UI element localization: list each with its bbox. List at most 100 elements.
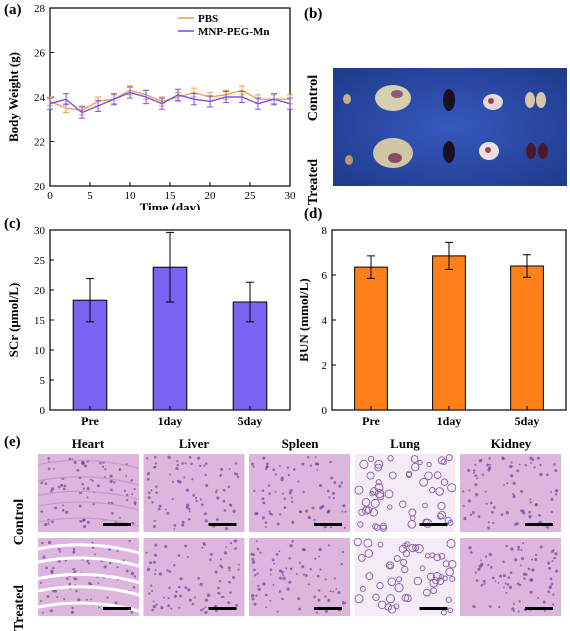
nucleus: [555, 569, 559, 573]
nucleus: [502, 574, 506, 578]
alveolus: [357, 554, 366, 562]
nucleus: [506, 482, 509, 485]
nucleus: [195, 496, 198, 500]
nucleus: [81, 460, 85, 465]
alveolus: [370, 498, 380, 508]
nucleus: [301, 548, 305, 552]
nucleus: [99, 461, 102, 465]
nucleus: [153, 519, 156, 523]
nucleus: [251, 462, 254, 466]
nucleus: [203, 464, 206, 467]
nucleus: [484, 555, 488, 558]
nucleus: [475, 579, 479, 582]
nucleus: [295, 572, 298, 575]
y-tick-label: 20: [34, 181, 46, 193]
nucleus: [109, 474, 113, 478]
nucleus: [330, 526, 333, 529]
y-tick-label: 4: [322, 315, 328, 327]
organ-photo-drawing: [333, 68, 567, 186]
nucleus: [463, 516, 467, 521]
nucleus: [199, 464, 202, 468]
alveolus: [442, 560, 450, 568]
alveolus: [362, 506, 371, 515]
alveolus: [445, 454, 453, 462]
nucleus: [176, 459, 179, 463]
nucleus: [507, 576, 511, 579]
nucleus: [508, 585, 513, 590]
nucleus: [126, 498, 129, 502]
nucleus: [553, 463, 556, 466]
nucleus: [130, 479, 133, 482]
nucleus: [518, 583, 522, 587]
control-spleen: [443, 89, 455, 111]
alveolus: [410, 455, 419, 463]
nucleus: [291, 540, 294, 543]
nucleus: [517, 610, 520, 613]
nucleus: [331, 590, 335, 593]
alveolus: [372, 523, 379, 530]
scr-bar-chart: 0 5 10 15 20 25 30 SCr (μmol/L) Pre 1day 5day: [6, 225, 291, 428]
alveolus: [432, 577, 440, 585]
nucleus: [543, 609, 546, 612]
nucleus: [474, 571, 477, 574]
nucleus: [487, 564, 490, 567]
nucleus: [276, 522, 280, 526]
scale-bar: [314, 607, 342, 610]
nucleus: [40, 600, 43, 603]
treated-liver: [373, 138, 413, 168]
nucleus: [304, 574, 308, 577]
nucleus: [214, 491, 218, 494]
nucleus: [289, 567, 292, 570]
nucleus: [152, 525, 156, 529]
histology-col-liver: Liver: [178, 436, 210, 451]
nucleus: [168, 570, 172, 573]
nucleus: [274, 473, 277, 476]
panel-label-e: (e): [4, 434, 21, 450]
nucleus: [204, 610, 208, 614]
nucleus: [262, 456, 266, 460]
nucleus: [269, 599, 272, 602]
nucleus: [234, 462, 238, 465]
nucleus: [47, 457, 51, 460]
nucleus: [537, 596, 539, 599]
nucleus: [253, 602, 257, 606]
nucleus: [96, 484, 100, 488]
nucleus: [232, 575, 236, 579]
nucleus: [204, 519, 208, 523]
nucleus: [473, 469, 476, 472]
nucleus: [324, 578, 327, 581]
nucleus: [475, 492, 479, 497]
nucleus: [313, 518, 316, 522]
nucleus: [539, 472, 543, 477]
alveolus: [376, 581, 384, 590]
nucleus: [133, 501, 137, 505]
legend-label: PBS: [198, 13, 218, 25]
nucleus: [46, 594, 50, 598]
histology-col-heart: Heart: [71, 436, 105, 451]
nucleus: [149, 561, 153, 565]
nucleus: [554, 489, 559, 493]
nucleus: [152, 605, 157, 609]
nucleus: [531, 558, 534, 561]
nucleus: [228, 503, 232, 507]
y-tick-label: 24: [34, 92, 46, 104]
histology-tile-control-liver: [143, 454, 245, 532]
x-tick-label: Pre: [362, 414, 380, 428]
nucleus: [81, 558, 84, 561]
nucleus: [197, 456, 201, 460]
series-line-pbs: [49, 89, 290, 112]
nucleus: [160, 605, 164, 610]
scale-bar: [419, 523, 448, 526]
nucleus: [181, 462, 184, 465]
nucleus: [267, 484, 271, 487]
alveolus: [388, 471, 397, 480]
nucleus: [185, 488, 190, 492]
nucleus: [468, 489, 471, 492]
alveolus: [445, 567, 454, 577]
bun-bar-chart: 0 2 4 6 8 BUN (mmol/L) Pre 1day 5day: [300, 225, 567, 428]
nucleus: [551, 550, 555, 553]
nucleus: [187, 517, 191, 521]
alveolus: [364, 549, 374, 558]
nucleus: [554, 493, 558, 496]
alveolus: [448, 559, 457, 569]
